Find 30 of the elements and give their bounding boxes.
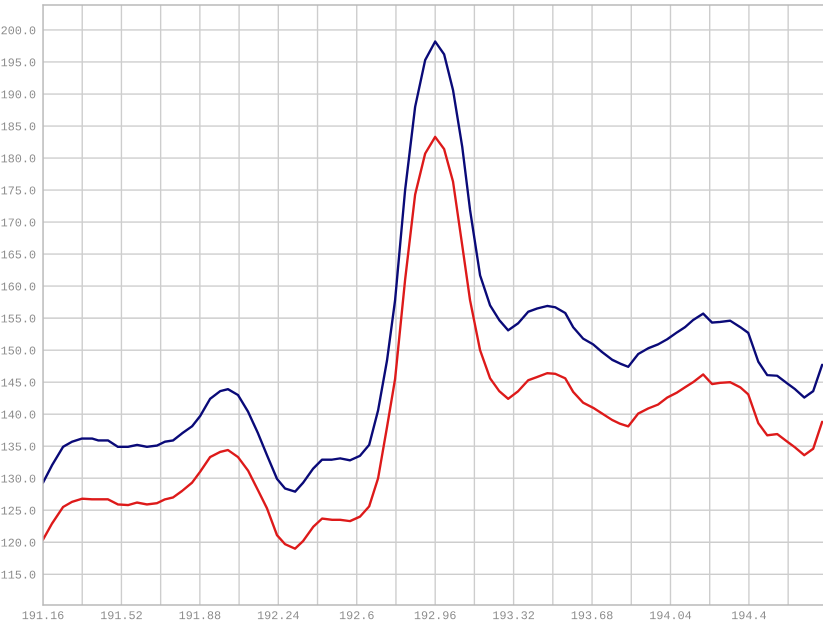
y-tick-label: 155.0 bbox=[1, 314, 36, 323]
y-tick-label: 185.0 bbox=[1, 122, 36, 130]
x-tick-label: 194.04 bbox=[650, 611, 692, 620]
x-tick-label: 192.96 bbox=[414, 611, 456, 620]
y-tick-label: 130.0 bbox=[1, 474, 36, 483]
y-tick-label: 195.0 bbox=[1, 58, 36, 66]
x-tick-label: 191.16 bbox=[22, 611, 64, 620]
x-tick-label: 192.24 bbox=[258, 611, 299, 620]
y-tick-label: 175.0 bbox=[1, 186, 36, 194]
x-tick-label: 191.52 bbox=[101, 611, 142, 620]
y-tick-label: 145.0 bbox=[1, 378, 36, 387]
line-series bbox=[43, 136, 823, 550]
y-tick-label: 190.0 bbox=[1, 90, 36, 98]
y-tick-label: 115.0 bbox=[1, 570, 36, 579]
line-series bbox=[43, 40, 823, 493]
x-tick-label: 193.68 bbox=[572, 611, 613, 620]
y-tick-label: 140.0 bbox=[1, 410, 36, 419]
x-tick-label: 192.6 bbox=[340, 611, 374, 620]
y-tick-label: 135.0 bbox=[1, 442, 36, 451]
x-tick-label: 191.88 bbox=[179, 611, 220, 620]
x-tick-label: 194.4 bbox=[732, 611, 766, 620]
y-tick-label: 120.0 bbox=[1, 538, 36, 547]
y-tick-label: 200.0 bbox=[1, 26, 36, 34]
y-tick-label: 150.0 bbox=[1, 346, 36, 355]
x-tick-label: 193.32 bbox=[493, 611, 534, 620]
y-tick-label: 125.0 bbox=[1, 506, 36, 515]
y-tick-label: 165.0 bbox=[1, 250, 36, 258]
y-tick-label: 180.0 bbox=[1, 154, 36, 162]
y-tick-label: 170.0 bbox=[1, 218, 36, 226]
y-tick-label: 160.0 bbox=[1, 282, 36, 291]
